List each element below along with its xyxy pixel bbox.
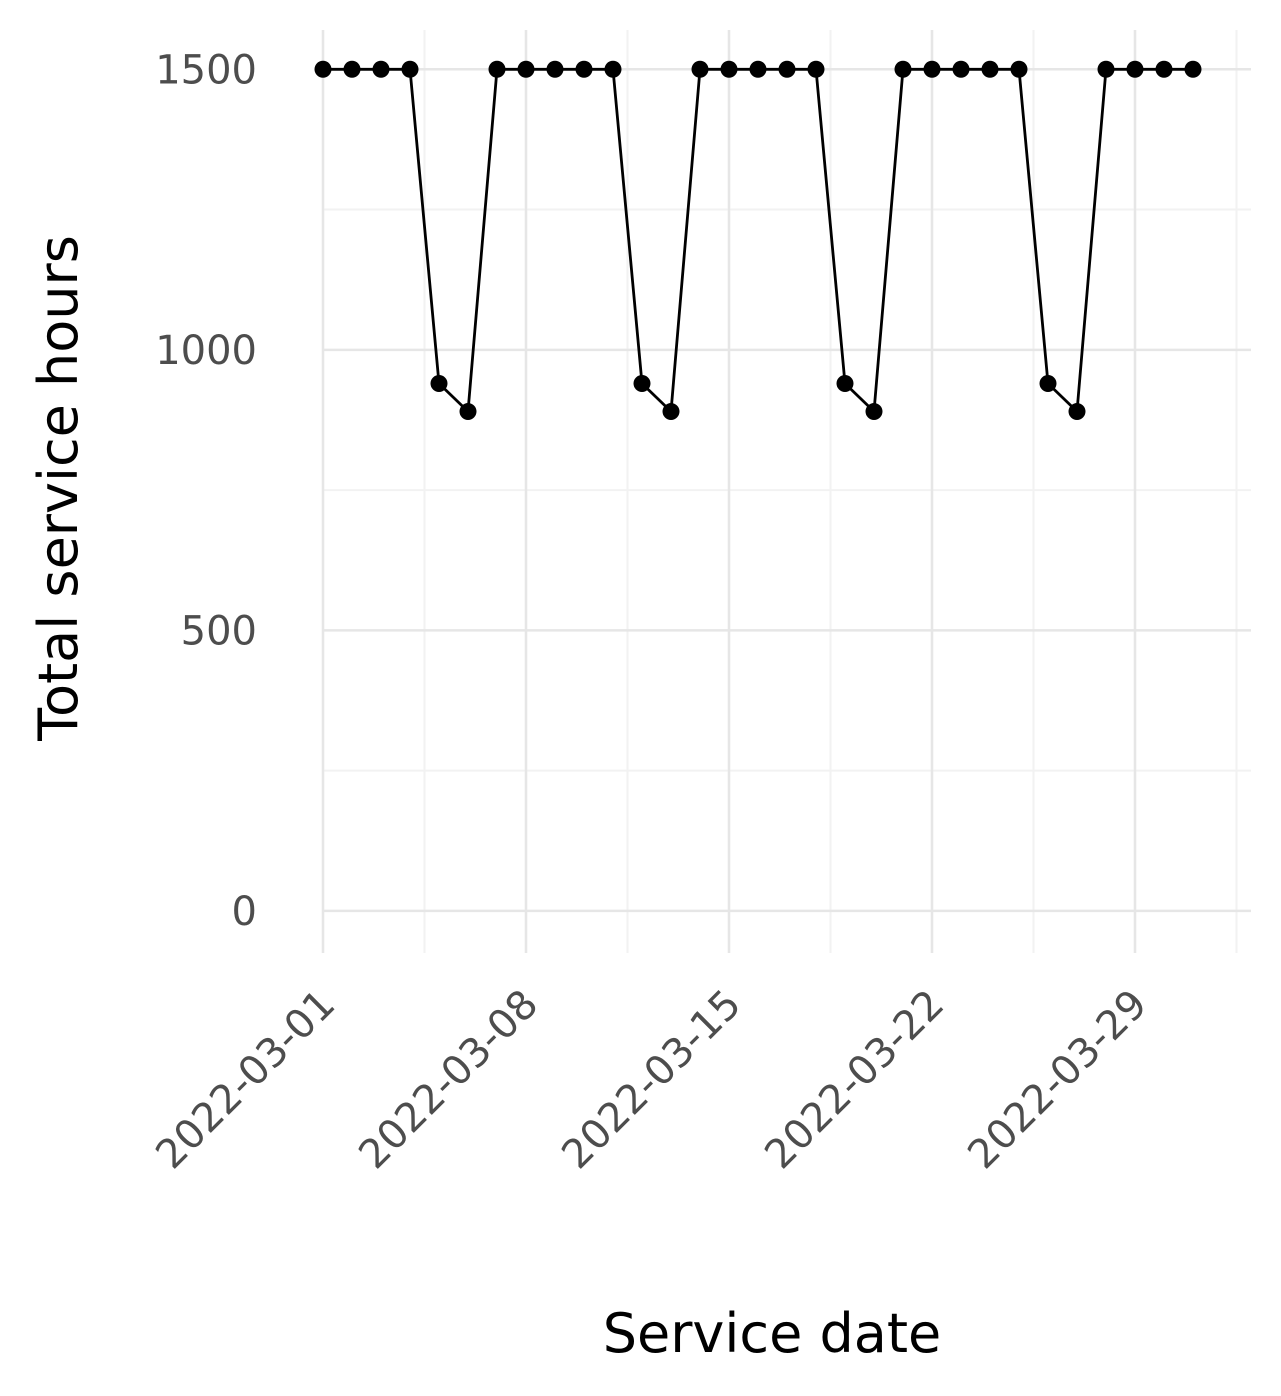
- x-tick-labels: 2022-03-01 2022-03-08 2022-03-15 2022-03-22…: [147, 981, 1156, 1178]
- series-line: [323, 67, 1193, 413]
- data-point: [1097, 60, 1115, 78]
- x-tick-label: 2022-03-22: [756, 981, 953, 1178]
- data-point: [836, 374, 854, 392]
- x-tick-label: 2022-03-01: [147, 981, 344, 1178]
- data-point: [517, 60, 535, 78]
- data-point: [372, 60, 390, 78]
- data-point: [865, 403, 883, 421]
- data-point: [807, 60, 825, 78]
- data-point: [662, 403, 680, 421]
- x-tick-label: 2022-03-08: [350, 981, 547, 1178]
- data-point: [1068, 403, 1086, 421]
- data-point: [459, 403, 477, 421]
- data-point: [894, 60, 912, 78]
- x-tick-label: 2022-03-15: [553, 981, 750, 1178]
- data-point: [488, 60, 506, 78]
- y-tick-label: 500: [181, 608, 257, 654]
- data-point: [1039, 374, 1057, 392]
- data-point: [343, 60, 361, 78]
- data-point: [575, 60, 593, 78]
- data-point: [720, 60, 738, 78]
- data-point: [981, 60, 999, 78]
- data-point: [1184, 60, 1202, 78]
- y-axis-title: Total service hours: [27, 235, 90, 742]
- series-points-group: [314, 60, 1202, 421]
- data-point: [604, 60, 622, 78]
- data-point: [546, 60, 564, 78]
- x-axis-title: Service date: [603, 1302, 942, 1365]
- data-point: [691, 60, 709, 78]
- y-tick-label: 1000: [155, 328, 257, 374]
- x-tick-label: 2022-03-29: [959, 981, 1156, 1178]
- data-point: [430, 374, 448, 392]
- data-point: [749, 60, 767, 78]
- data-point: [923, 60, 941, 78]
- minor-gridlines: [323, 30, 1251, 953]
- data-point: [952, 60, 970, 78]
- y-tick-labels: 0 500 1000 1500: [155, 47, 257, 935]
- data-point: [1126, 60, 1144, 78]
- series-line-group: [323, 67, 1193, 413]
- data-point: [633, 374, 651, 392]
- data-point: [1155, 60, 1173, 78]
- major-gridlines: [321, 30, 1251, 953]
- data-point: [1010, 60, 1028, 78]
- data-point: [314, 60, 332, 78]
- y-tick-label: 1500: [155, 47, 257, 93]
- data-point: [778, 60, 796, 78]
- data-point: [401, 60, 419, 78]
- y-tick-label: 0: [232, 889, 257, 935]
